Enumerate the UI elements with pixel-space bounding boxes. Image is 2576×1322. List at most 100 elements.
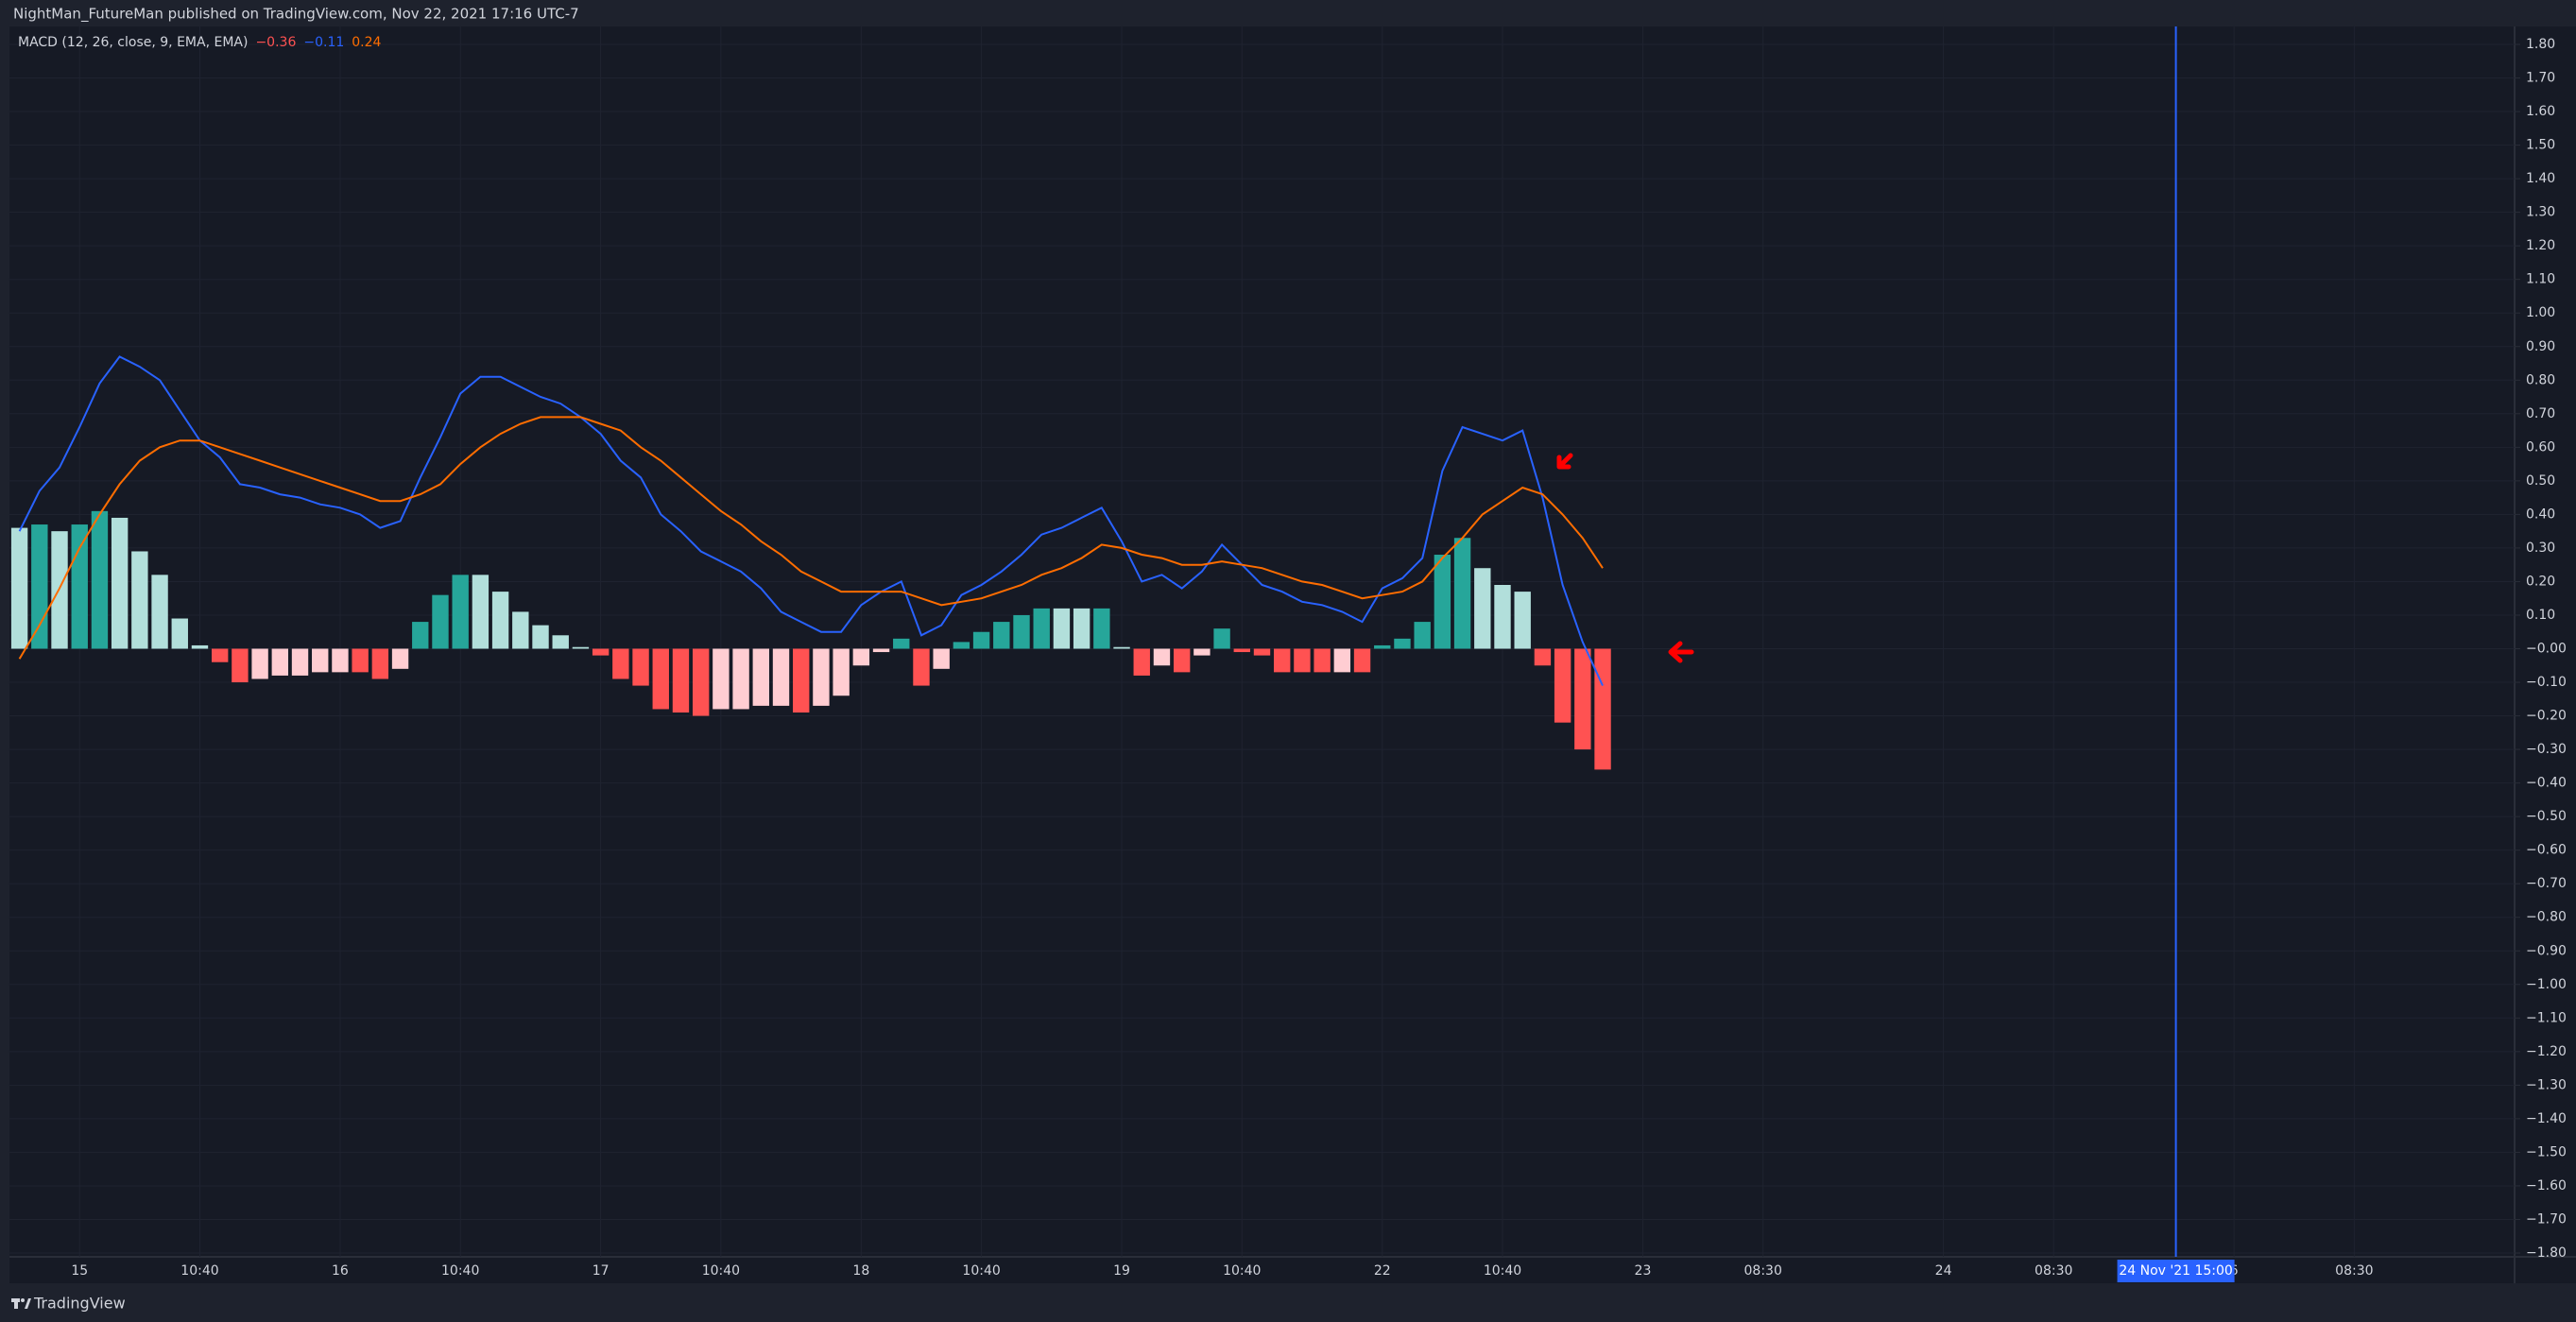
histogram-bar — [833, 648, 850, 696]
histogram-bar — [1314, 648, 1331, 673]
y-tick-label: 1.30 — [2526, 205, 2555, 220]
histogram-bar — [1113, 646, 1130, 649]
x-tick-label: 16 — [332, 1263, 349, 1279]
y-tick-label: −0.70 — [2526, 876, 2567, 891]
histogram-bar — [512, 611, 529, 649]
y-tick-label: −1.40 — [2526, 1111, 2567, 1126]
histogram-bar — [151, 575, 168, 649]
histogram-bar — [452, 575, 469, 649]
histogram-bar — [1233, 648, 1250, 653]
readout: −0.36 — [255, 35, 296, 50]
indicator-legend: MACD (12, 26, close, 9, EMA, EMA) −0.36 −0… — [18, 35, 382, 50]
x-tick-label: 22 — [1374, 1263, 1391, 1279]
x-tick-label: 15 — [71, 1263, 88, 1279]
histogram-bar — [1253, 648, 1271, 656]
histogram-bar — [972, 631, 990, 649]
histogram-bar — [1333, 648, 1351, 673]
y-tick-label: −1.50 — [2526, 1144, 2567, 1159]
x-tick-label: 08:30 — [2335, 1263, 2373, 1279]
y-tick-label: 0.30 — [2526, 541, 2555, 556]
histogram-bar — [852, 648, 870, 666]
histogram-bar — [332, 648, 349, 673]
histogram-bar — [491, 592, 509, 649]
x-tick-label: 19 — [1113, 1263, 1130, 1279]
histogram-bar — [371, 648, 389, 679]
histogram-bar — [1093, 608, 1110, 649]
histogram-bar — [872, 648, 890, 653]
y-tick-label: −1.00 — [2526, 977, 2567, 992]
y-tick-label: 1.60 — [2526, 104, 2555, 119]
histogram-bar — [1274, 648, 1291, 673]
x-tick-label: 08:30 — [2035, 1263, 2072, 1279]
histogram-bar — [552, 635, 569, 649]
y-tick-label: 1.40 — [2526, 171, 2555, 186]
y-tick-label: −0.10 — [2526, 675, 2567, 690]
marks — [10, 355, 1611, 770]
y-tick-label: 1.20 — [2526, 238, 2555, 253]
y-tick-label: −0.00 — [2526, 642, 2567, 657]
y-tick-label: −1.30 — [2526, 1077, 2567, 1092]
x-tick-label: 10:40 — [1484, 1263, 1521, 1279]
histogram-bar — [652, 648, 669, 710]
histogram-bar — [71, 524, 88, 649]
histogram-bar — [1194, 648, 1211, 656]
histogram-bar — [913, 648, 930, 686]
histogram-bar — [1574, 648, 1591, 750]
y-tick-label: −0.30 — [2526, 742, 2567, 757]
y-tick-label: 0.50 — [2526, 473, 2555, 489]
logo-part — [25, 1298, 31, 1309]
indicator-name: MACD (12, 26, close, 9, EMA, EMA) — [18, 35, 248, 50]
y-tick-label: −1.60 — [2526, 1178, 2567, 1193]
x-tick-label: 10:40 — [702, 1263, 740, 1279]
histogram-bar — [1133, 648, 1150, 676]
histogram-bar — [391, 648, 409, 669]
y-tick-label: 0.60 — [2526, 439, 2555, 455]
histogram-bar — [251, 648, 268, 679]
histogram-bar — [1594, 648, 1611, 770]
y-tick-label: −0.90 — [2526, 943, 2567, 958]
histogram-bar — [793, 648, 810, 713]
histogram-bar — [672, 648, 690, 713]
histogram-bar — [1494, 584, 1511, 649]
y-tick-label: 1.10 — [2526, 272, 2555, 287]
histogram-bar — [1554, 648, 1571, 723]
grid — [9, 26, 2515, 1257]
y-tick-label: −1.10 — [2526, 1010, 2567, 1025]
y-tick-label: 0.20 — [2526, 574, 2555, 589]
histogram-bar — [1414, 622, 1431, 649]
x-tick-label: 18 — [852, 1263, 869, 1279]
x-tick-label: 17 — [592, 1263, 610, 1279]
plot-area — [9, 26, 2515, 1257]
y-tick-label: 0.80 — [2526, 372, 2555, 387]
histogram-bar — [1534, 648, 1552, 666]
y-tick-label: −0.50 — [2526, 809, 2567, 824]
x-tick-label: 10:40 — [1223, 1263, 1261, 1279]
brand-name: TradingView — [33, 1295, 126, 1313]
indicator-line — [18, 416, 1604, 660]
x-tick-label: 10:40 — [962, 1263, 1000, 1279]
histogram-bar — [171, 618, 188, 649]
histogram-bar — [1514, 592, 1531, 649]
histogram-bar — [232, 648, 249, 683]
histogram-bar — [1394, 638, 1411, 649]
histogram-bar — [1053, 608, 1071, 649]
y-tick-label: −1.20 — [2526, 1044, 2567, 1059]
indicator-line — [18, 355, 1604, 687]
y-tick-label: 1.50 — [2526, 138, 2555, 153]
x-tick-label: 10:40 — [180, 1263, 218, 1279]
histogram-bar — [111, 517, 129, 649]
histogram-bar — [291, 648, 309, 676]
crosshair-label: 24 Nov '21 15:00 — [2119, 1263, 2233, 1279]
histogram-bar — [271, 648, 289, 676]
brand-logo — [11, 1298, 31, 1309]
histogram-bar — [1073, 608, 1091, 649]
histogram-bar — [1033, 608, 1050, 649]
histogram-bar — [893, 638, 910, 649]
histogram-bar — [592, 648, 610, 656]
histogram-bar — [91, 510, 109, 649]
histogram-bar — [752, 648, 769, 706]
histogram-bar — [10, 527, 28, 649]
histogram-bar — [412, 622, 429, 649]
y-tick-label: −1.70 — [2526, 1211, 2567, 1227]
histogram-bar — [993, 622, 1010, 649]
